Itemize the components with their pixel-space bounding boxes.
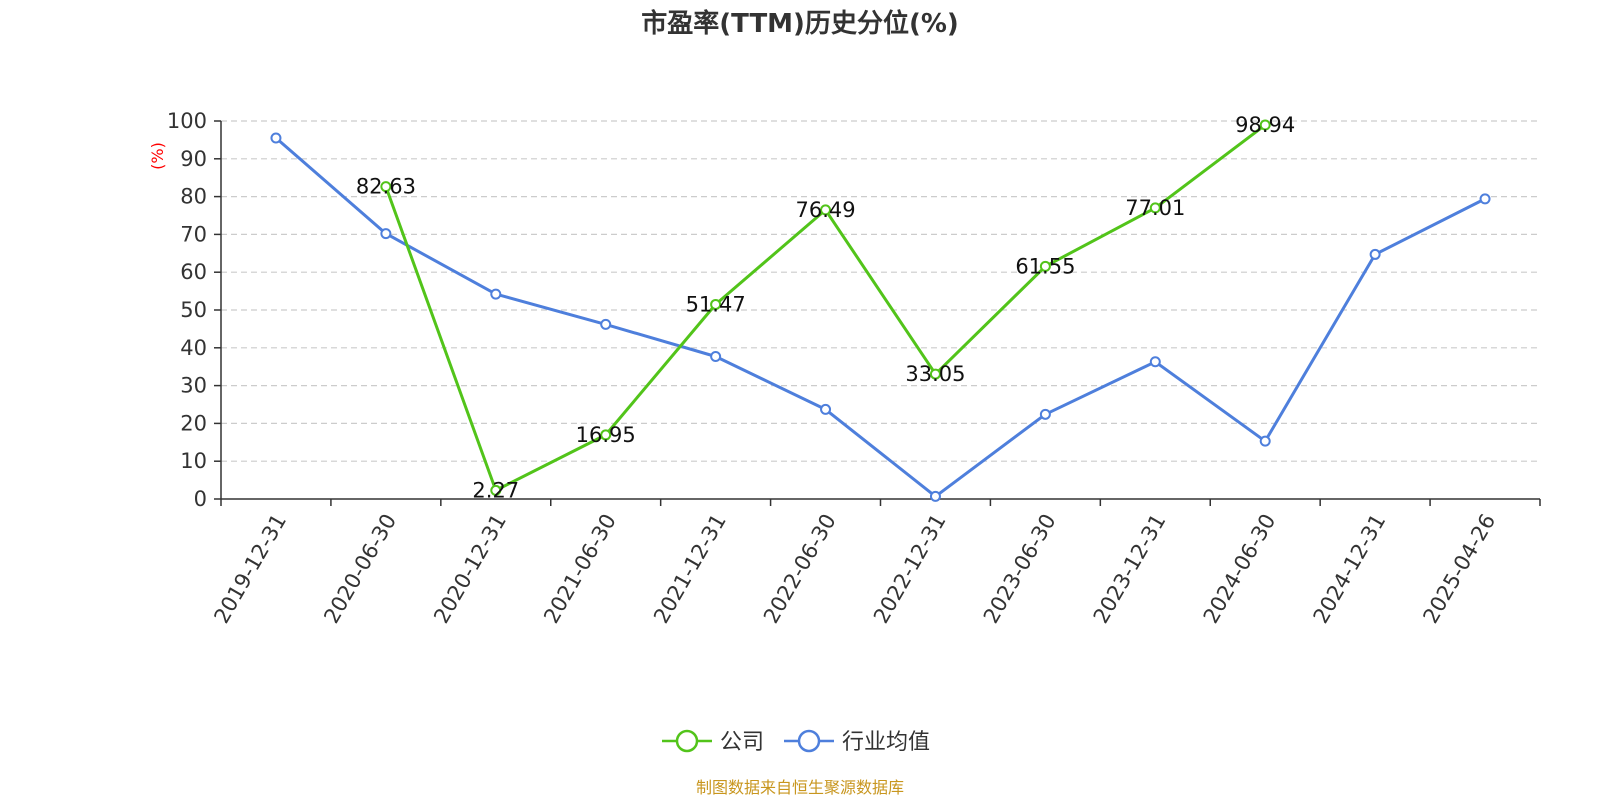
y-tick-label: 50	[180, 298, 207, 322]
data-labels: 82.63 2.27 16.95 51.47 76.49 33.05 61.55 77.01 9…	[356, 113, 1295, 502]
data-label: 2.27	[472, 478, 519, 502]
data-label: 33.05	[905, 362, 965, 386]
y-tick-label: 0	[194, 487, 207, 511]
data-point	[1039, 260, 1051, 272]
data-point	[270, 132, 282, 144]
data-point	[1149, 202, 1161, 214]
data-label: 51.47	[686, 292, 746, 316]
x-tick-label: 2022-06-30	[759, 510, 841, 628]
x-tick-label: 2023-06-30	[979, 510, 1061, 628]
series-line	[275, 136, 1486, 498]
series-lines	[270, 119, 1491, 502]
legend-item[interactable]: 行业均值	[784, 729, 930, 755]
data-point	[1039, 408, 1051, 420]
source-note: 制图数据来自恒生聚源数据库	[696, 778, 904, 797]
data-label: 82.63	[356, 175, 416, 199]
x-tick-label: 2024-06-30	[1199, 510, 1281, 628]
data-point	[380, 181, 392, 193]
legend-circle-icon	[797, 729, 821, 753]
data-point	[820, 403, 832, 415]
legend-label: 公司	[720, 730, 764, 755]
y-tick-label: 30	[180, 374, 207, 398]
y-tick-label: 40	[180, 336, 207, 360]
x-tick-label: 2019-12-31	[209, 510, 291, 628]
data-point	[490, 288, 502, 300]
legend-label: 行业均值	[842, 730, 930, 755]
legend-item[interactable]: 公司	[662, 729, 764, 755]
data-label: 77.01	[1125, 196, 1185, 220]
data-label: 16.95	[576, 423, 636, 447]
data-point	[1369, 248, 1381, 260]
x-tick-label: 2020-06-30	[319, 510, 401, 628]
data-point	[1259, 119, 1271, 131]
x-tick-label: 2023-12-31	[1089, 510, 1171, 628]
x-tick-label: 2022-12-31	[869, 510, 951, 628]
y-tick-label: 90	[180, 147, 207, 171]
legend[interactable]: 公司 行业均值	[662, 729, 930, 755]
data-point	[490, 484, 502, 496]
x-tick-label: 2025-04-26	[1418, 510, 1500, 628]
data-point	[929, 490, 941, 502]
data-point	[380, 228, 392, 240]
y-tick-label: 80	[180, 185, 207, 209]
data-label: 98.94	[1235, 113, 1295, 137]
data-point	[600, 318, 612, 330]
x-tick-label: 2021-12-31	[649, 510, 731, 628]
y-tick-label: 70	[180, 222, 207, 246]
y-tick-label: 10	[180, 449, 207, 473]
data-point	[600, 429, 612, 441]
y-tick-label: 20	[180, 411, 207, 435]
data-label: 76.49	[795, 198, 855, 222]
data-point	[1259, 435, 1271, 447]
data-label: 61.55	[1015, 254, 1075, 278]
y-axis-unit-label: (%)	[148, 142, 167, 170]
data-point	[710, 298, 722, 310]
x-tick-label: 2020-12-31	[429, 510, 511, 628]
y-tick-label: 100	[167, 109, 207, 133]
series-line	[384, 123, 1267, 492]
data-point	[710, 350, 722, 362]
chart-title: 市盈率(TTM)历史分位(%)	[641, 8, 959, 39]
y-tick-label: 60	[180, 260, 207, 284]
legend-circle-icon	[675, 729, 699, 753]
data-point	[820, 204, 832, 216]
data-point	[929, 368, 941, 380]
data-point	[1479, 193, 1491, 205]
data-point	[1149, 356, 1161, 368]
x-tick-label: 2024-12-31	[1309, 510, 1391, 628]
x-tick-label: 2021-06-30	[539, 510, 621, 628]
